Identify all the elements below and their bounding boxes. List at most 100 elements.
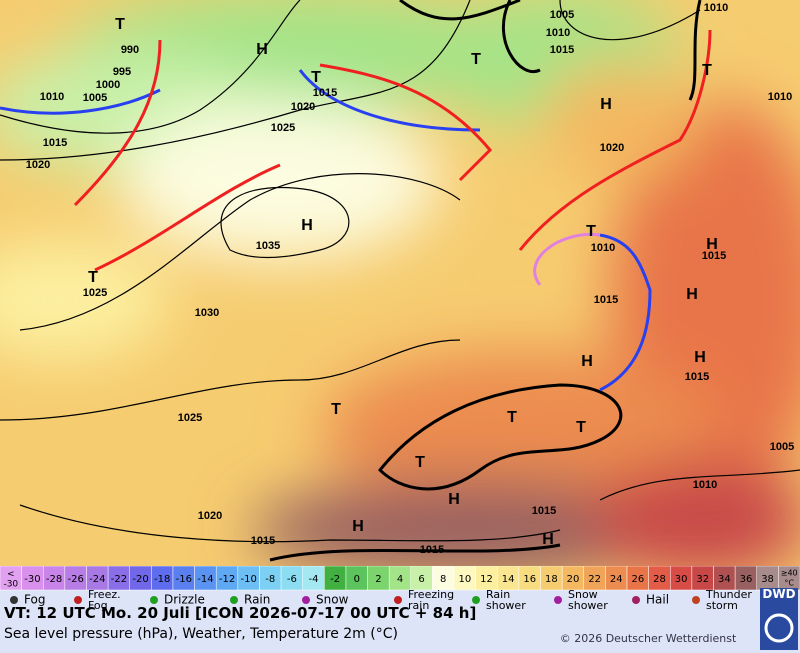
scale-tick: -18 [154, 574, 170, 585]
pressure-center: T [115, 16, 125, 33]
scale-tick: 14 [502, 574, 515, 585]
scale-tick: 24 [610, 574, 623, 585]
isobar-label: 1015 [702, 250, 726, 262]
scale-tick: 10 [458, 574, 471, 585]
pressure-center: T [576, 419, 586, 436]
scale-tick: 16 [523, 574, 536, 585]
legend-symbol [150, 596, 158, 604]
pressure-center: T [331, 401, 341, 418]
isobar-label: 995 [113, 66, 131, 78]
legend-symbol [302, 596, 310, 604]
description: Sea level pressure (hPa), Weather, Tempe… [4, 626, 398, 642]
valid-time: VT: 12 UTC Mo. 20 Juli [ICON 2026-07-17 … [4, 604, 476, 622]
logo: DWD [762, 587, 795, 601]
legend-label: Freezing rain [408, 588, 454, 612]
scale-tick: 0 [354, 574, 360, 585]
legend-label: Thunder storm [705, 588, 752, 612]
pressure-center: T [702, 62, 712, 79]
pressure-center: T [415, 454, 425, 471]
weather-map: T99099510001005101010151020HT10151020102… [0, 0, 800, 566]
legend-symbol [692, 596, 700, 604]
scale-tick: -12 [219, 574, 235, 585]
legend-label: Fog [24, 593, 45, 607]
pressure-center: H [686, 286, 698, 303]
scale-tick: 30 [675, 574, 688, 585]
isobar-label: 1010 [591, 242, 615, 254]
legend-label: Drizzle [164, 593, 205, 607]
scale-high-label: °C [784, 579, 794, 588]
isobar-label: 1010 [704, 2, 728, 14]
isobar-label: 1015 [420, 544, 444, 556]
copyright: © 2026 Deutscher Wetterdienst [560, 632, 737, 645]
scale-tick: 36 [740, 574, 753, 585]
isobar-label: 1025 [271, 122, 295, 134]
scale-tick: -22 [111, 574, 127, 585]
legend-label: Snow shower [568, 588, 608, 612]
scale-tick: 12 [480, 574, 493, 585]
isobar-label: 1025 [178, 412, 202, 424]
isobar-label: 1020 [291, 101, 315, 113]
isobar-label: 990 [121, 44, 139, 56]
scale-tick: 28 [653, 574, 666, 585]
isobar-label: 1015 [43, 137, 67, 149]
isobar-label: 1020 [198, 510, 222, 522]
pressure-center: T [88, 269, 98, 286]
isobar-label: 1010 [40, 91, 64, 103]
scale-tick: 38 [761, 574, 774, 585]
pressure-center: H [694, 349, 706, 366]
scale-tick: -4 [309, 574, 319, 585]
isobar-label: 1015 [313, 87, 337, 99]
isobar-label: 1010 [768, 91, 792, 103]
legend-symbol [74, 596, 82, 604]
logo-mark [764, 613, 794, 643]
scale-tick: 18 [545, 574, 558, 585]
pressure-center: H [706, 236, 718, 253]
scale-tick: 22 [588, 574, 601, 585]
scale-tick: -30 [24, 574, 40, 585]
isobars [0, 0, 800, 562]
scale-low-label: < [7, 570, 15, 580]
isobar-label: 1030 [195, 307, 219, 319]
isobar-label: 1005 [550, 9, 574, 21]
scale-high-label: ≥40 [781, 569, 798, 578]
scale-tick: 32 [696, 574, 709, 585]
legend-label: Freez. Fog [88, 588, 121, 612]
legend-symbol [554, 596, 562, 604]
isobar-label: 1025 [83, 287, 107, 299]
isobar-label: 1010 [693, 479, 717, 491]
isobar-label: 1015 [550, 44, 574, 56]
scale-tick: 34 [718, 574, 731, 585]
legend-symbol [632, 596, 640, 604]
scale-tick: 4 [397, 574, 403, 585]
legend: <-30 -30 -28 -26 -24 -22 -20 -18 -16 -14 -12 -10 -8-… [0, 566, 800, 653]
pressure-center: T [507, 409, 517, 426]
pressure-center: H [542, 531, 554, 548]
pressure-center: T [471, 51, 481, 68]
legend-symbol [394, 596, 402, 604]
pressure-center: H [352, 518, 364, 535]
scale-tick: -16 [176, 574, 192, 585]
scale-tick: 20 [567, 574, 580, 585]
legend-symbol [230, 596, 238, 604]
scale-tick: -10 [240, 574, 256, 585]
scale-tick: 2 [375, 574, 381, 585]
pressure-center: H [256, 41, 268, 58]
pressure-center: H [301, 217, 313, 234]
temperature-field [0, 0, 800, 566]
legend-label: Rain [244, 593, 270, 607]
scale-tick: 26 [631, 574, 644, 585]
pressure-center: H [448, 491, 460, 508]
pressure-center: T [586, 223, 596, 240]
scale-tick: -28 [46, 574, 62, 585]
isobar-label: 1005 [83, 92, 107, 104]
scale-tick: -8 [265, 574, 275, 585]
scale-tick: 8 [440, 574, 446, 585]
fronts [0, 29, 712, 392]
pressure-center: H [600, 96, 612, 113]
isobar-label: 1015 [594, 294, 618, 306]
legend-label: Rain shower [486, 588, 526, 612]
legend-label: Snow [316, 593, 349, 607]
scale-low-label: -30 [3, 580, 18, 590]
scale-tick: -6 [287, 574, 297, 585]
